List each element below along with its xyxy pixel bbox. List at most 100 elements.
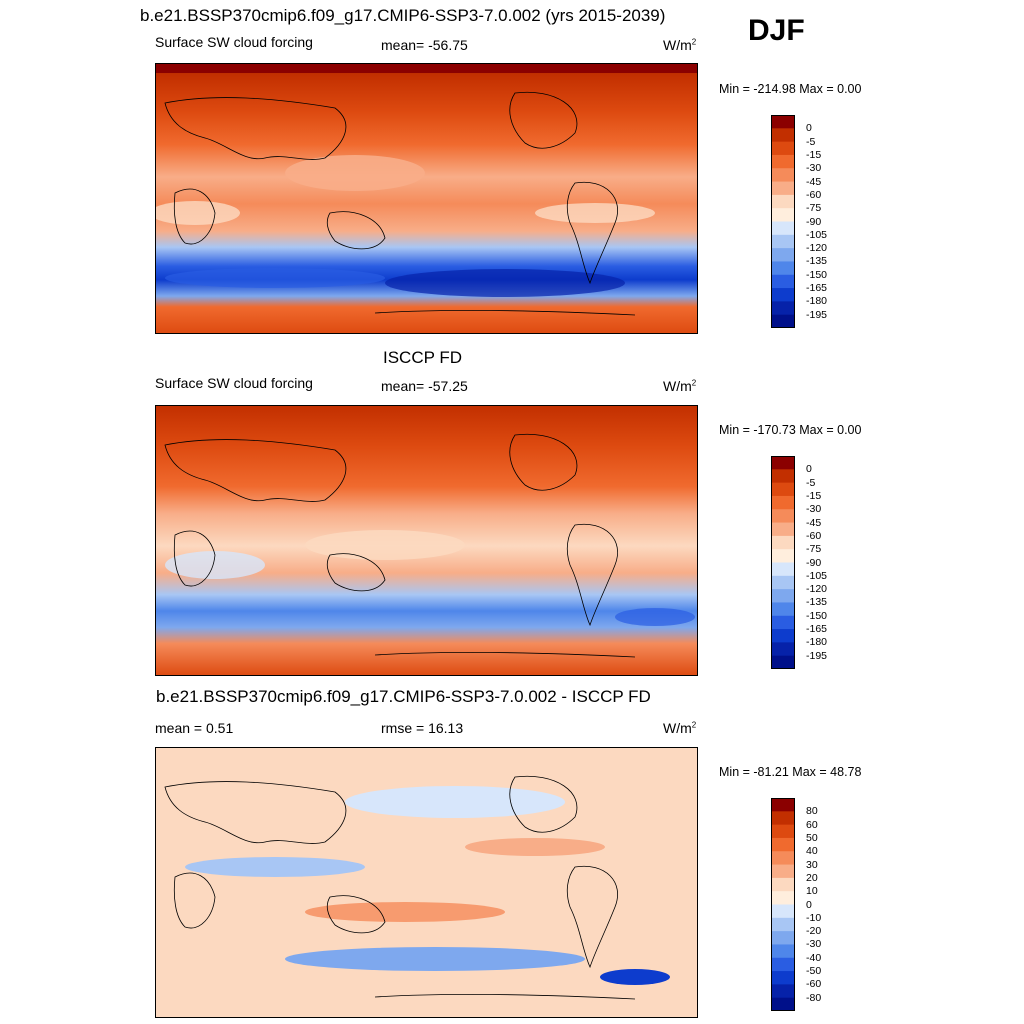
colorbar-3-swatch [771, 798, 795, 812]
colorbar-1-swatch [771, 248, 795, 262]
colorbar-2-swatch [771, 602, 795, 617]
panel-1-minmax: Min = -214.98 Max = 0.00 [719, 82, 862, 96]
colorbar-1-tick-label: -30 [806, 162, 822, 175]
colorbar-3-tick-label: 30 [806, 858, 818, 871]
colorbar-3-tick-label: 20 [806, 871, 818, 884]
colorbar-3-tick-label: 50 [806, 831, 818, 844]
colorbar-3-swatch [771, 891, 795, 905]
panel-2-pacific-patch [305, 530, 465, 560]
colorbar-1-swatch [771, 194, 795, 209]
colorbar-2-swatch [771, 549, 795, 563]
colorbar-1-frame [771, 115, 795, 328]
panel-3-map [155, 747, 698, 1018]
panel-1-map [155, 63, 698, 334]
colorbar-2-tick-label: -75 [806, 543, 822, 556]
colorbar-1-tick-label: -105 [806, 228, 828, 241]
panel-2-indian-patch [165, 551, 265, 579]
colorbar-2-tick-label: -60 [806, 529, 822, 542]
colorbar-3-swatch [771, 877, 795, 892]
panel-1-colorbar [771, 115, 795, 328]
colorbar-1-swatch [771, 168, 795, 183]
colorbar-1-tick-label: -165 [806, 282, 828, 295]
colorbar-3-tick-label: 40 [806, 845, 818, 858]
colorbar-1-swatch [771, 154, 795, 169]
colorbar-2-swatch [771, 522, 795, 537]
colorbar-3-tick-label: 80 [806, 805, 818, 818]
season-label: DJF [748, 14, 805, 47]
colorbar-3-swatch [771, 851, 795, 866]
colorbar-3-tick-label: 0 [806, 898, 812, 911]
panel-2-map [155, 405, 698, 676]
colorbar-2-swatch [771, 482, 795, 497]
colorbar-1-swatch [771, 288, 795, 302]
panel-1-variable-label: Surface SW cloud forcing [155, 34, 313, 50]
colorbar-2-swatch [771, 456, 795, 470]
panel-1-units: W/m2 [663, 37, 697, 53]
panel-3-north-blue [345, 786, 565, 818]
panel-2-variable-label: Surface SW cloud forcing [155, 375, 313, 391]
panel-3-southern-blue [285, 947, 585, 971]
colorbar-3-swatch [771, 957, 795, 972]
colorbar-1-tick-label: -150 [806, 268, 828, 281]
colorbar-1-tick-label: -75 [806, 202, 822, 215]
colorbar-2-swatch [771, 589, 795, 603]
colorbar-1-tick-label: -90 [806, 215, 822, 228]
colorbar-2-tick-label: -150 [806, 609, 828, 622]
panel-1-indian-patch [155, 201, 240, 225]
panel-2-units: W/m2 [663, 378, 697, 394]
colorbar-3-swatch [771, 824, 795, 839]
colorbar-3-tick-label: 60 [806, 818, 818, 831]
panel-3-pacific-red [465, 838, 605, 856]
colorbar-3-swatch [771, 944, 795, 959]
colorbar-2-tick-label: -15 [806, 489, 822, 502]
colorbar-3-tick-label: -30 [806, 938, 822, 951]
colorbar-1-swatch [771, 128, 795, 143]
panel-2-minmax: Min = -170.73 Max = 0.00 [719, 423, 862, 437]
colorbar-2-swatch [771, 495, 795, 510]
colorbar-2-swatch [771, 655, 795, 669]
colorbar-2-swatch [771, 509, 795, 524]
panel-1-mean: mean= -56.75 [381, 37, 468, 53]
colorbar-1-tick-label: -195 [806, 308, 828, 321]
colorbar-2-tick-label: -5 [806, 476, 816, 489]
colorbar-2-tick-label: -135 [806, 596, 828, 609]
colorbar-3-swatch [771, 931, 795, 945]
colorbar-1-swatch [771, 274, 795, 289]
colorbar-1-swatch [771, 314, 795, 328]
colorbar-3-frame [771, 798, 795, 1011]
panel-3-rmse: rmse = 16.13 [381, 720, 464, 736]
colorbar-2-swatch [771, 469, 795, 484]
colorbar-3-tick-label: -20 [806, 925, 822, 938]
panel-3-south-red [305, 902, 505, 922]
colorbar-3-swatch [771, 997, 795, 1011]
colorbar-1-tick-label: -15 [806, 148, 822, 161]
colorbar-3-swatch [771, 811, 795, 826]
panel-3-title: b.e21.BSSP370cmip6.f09_g17.CMIP6-SSP3-7.… [156, 687, 651, 706]
colorbar-3-swatch [771, 864, 795, 879]
panel-1-title: b.e21.BSSP370cmip6.f09_g17.CMIP6-SSP3-7.… [140, 6, 666, 25]
panel-3-frame [155, 747, 698, 1018]
colorbar-1-tick-label: -45 [806, 175, 822, 188]
colorbar-2-swatch [771, 575, 795, 590]
colorbar-1-swatch [771, 208, 795, 222]
panel-2-title: ISCCP FD [383, 348, 463, 367]
colorbar-1-swatch [771, 234, 795, 249]
panel-3-southern-core [600, 969, 670, 985]
colorbar-1-swatch [771, 301, 795, 316]
colorbar-3-swatch [771, 984, 795, 999]
colorbar-2-tick-label: -195 [806, 649, 828, 662]
colorbar-3-tick-label: -50 [806, 965, 822, 978]
colorbar-2-tick-label: -165 [806, 623, 828, 636]
panel-1-frame [155, 63, 698, 334]
panel-1-atlantic-patch [535, 203, 655, 223]
panel-2-mean: mean= -57.25 [381, 378, 468, 394]
colorbar-3-tick-label: -80 [806, 991, 822, 1004]
panel-2-frame [155, 405, 698, 676]
colorbar-3-tick-label: 10 [806, 885, 818, 898]
panel-1-southern-ocean-core [385, 269, 625, 297]
colorbar-1-tick-label: -120 [806, 242, 828, 255]
colorbar-3-tick-label: -60 [806, 978, 822, 991]
panel-3-tropical-blue [185, 857, 365, 877]
colorbar-1-swatch [771, 221, 795, 236]
colorbar-2-swatch [771, 562, 795, 577]
